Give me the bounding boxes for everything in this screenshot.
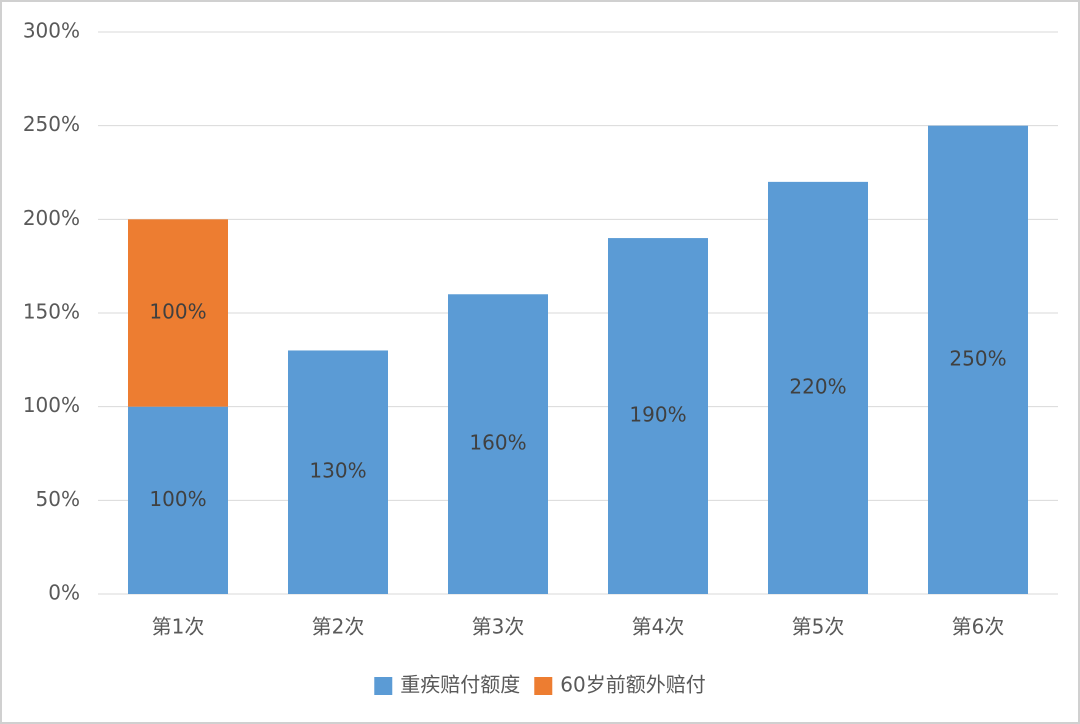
bar-segment [128,406,228,594]
bar-segment [288,350,388,594]
x-tick-label: 第3次 [472,615,525,639]
x-tick-label: 第6次 [952,615,1005,639]
data-label: 100% [149,487,206,511]
y-tick-label: 150% [23,300,80,324]
legend-swatch [534,677,553,695]
data-label: 160% [469,431,526,455]
bar-segment [608,238,708,595]
bar-segment [768,181,868,594]
y-tick-label: 300% [23,19,80,43]
y-tick-label: 250% [23,112,80,136]
legend-swatch [374,677,393,695]
x-tick-label: 第4次 [632,615,685,639]
y-tick-label: 50% [36,487,80,511]
data-label: 130% [309,459,366,483]
legend-label: 重疾赔付额度 [400,673,520,697]
data-label: 220% [789,374,846,398]
bar-segment [448,294,548,594]
legend-label: 60岁前额外赔付 [560,673,705,697]
y-tick-label: 0% [48,581,80,605]
x-tick-label: 第5次 [792,615,845,639]
data-label: 190% [629,403,686,427]
data-label: 250% [949,346,1006,370]
legend: 重疾赔付额度 60岁前额外赔付 [374,673,706,697]
x-tick-label: 第2次 [312,615,365,639]
y-tick-label: 200% [23,206,80,230]
bar-segment [928,125,1028,595]
data-label: 100% [149,300,206,324]
y-tick-label: 100% [23,393,80,417]
bar-segment [128,219,228,407]
x-tick-label: 第1次 [152,615,205,639]
